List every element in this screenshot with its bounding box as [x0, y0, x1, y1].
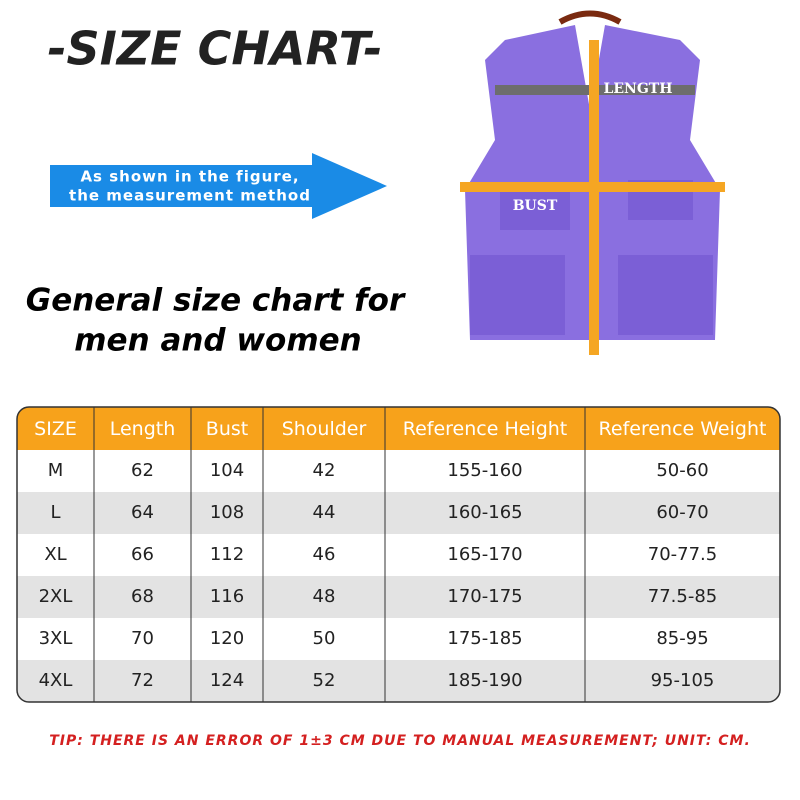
arrow: [50, 153, 387, 219]
size-table: SIZE Length Bust Shoulder Reference Height Re…: [16, 406, 781, 703]
table-cell: 165-170: [447, 544, 522, 565]
table-cell: 50-60: [656, 460, 708, 481]
header-bg: [17, 407, 780, 450]
column-header: Reference Weight: [599, 418, 767, 440]
table-cell: 95-105: [651, 670, 715, 691]
table-cell: 70: [131, 628, 154, 649]
table-cell: 170-175: [447, 586, 522, 607]
table-cell: 42: [313, 460, 336, 481]
table-cell: 70-77.5: [648, 544, 717, 565]
table-cell: 116: [210, 586, 244, 607]
row-bg: [17, 618, 780, 660]
table-cell: 52: [313, 670, 336, 691]
row-bg: [17, 660, 780, 702]
table-cell: M: [48, 460, 64, 481]
table-cell: 60-70: [656, 502, 708, 523]
length-label: LENGTH: [604, 81, 673, 97]
table-cell: 2XL: [39, 586, 73, 607]
table-cell: 46: [313, 544, 336, 565]
table-cell: 85-95: [656, 628, 708, 649]
table-cell: 66: [131, 544, 154, 565]
table-cell: 3XL: [39, 628, 73, 649]
table-cell: L: [50, 502, 60, 523]
table-cell: 124: [210, 670, 244, 691]
table-cell: 68: [131, 586, 154, 607]
arrow-text: the measurement method: [69, 187, 311, 205]
table-cell: 155-160: [447, 460, 522, 481]
table-cell: 185-190: [447, 670, 522, 691]
table-cell: 44: [313, 502, 336, 523]
table-cell: 175-185: [447, 628, 522, 649]
bust-label: BUST: [513, 198, 558, 214]
subtitle: General size chart for: [26, 283, 406, 319]
row-bg: [17, 492, 780, 534]
title: -SIZE CHART-: [47, 22, 382, 76]
table-cell: 112: [210, 544, 244, 565]
table-cell: 108: [210, 502, 244, 523]
arrow-text: As shown in the figure,: [80, 168, 299, 186]
subtitle: men and women: [74, 323, 362, 359]
column-header: SIZE: [34, 418, 77, 440]
row-bg: [17, 576, 780, 618]
table-cell: 160-165: [447, 502, 522, 523]
column-header: Length: [110, 418, 176, 440]
table-cell: 64: [131, 502, 154, 523]
table-cell: 50: [313, 628, 336, 649]
column-header: Reference Height: [403, 418, 568, 440]
row-bg: [17, 450, 780, 492]
table-border: [16, 406, 781, 703]
table-cell: 4XL: [39, 670, 73, 691]
table-body: [17, 407, 780, 702]
tip: TIP: THERE IS AN ERROR OF 1±3 CM DUE TO …: [49, 733, 751, 749]
vest-figure: LENGTH BUST: [460, 10, 725, 355]
table-cell: 62: [131, 460, 154, 481]
row-bg: [17, 534, 780, 576]
column-header: Shoulder: [282, 418, 367, 440]
table-cell: 48: [313, 586, 336, 607]
column-header: Bust: [206, 418, 248, 440]
table-cell: 72: [131, 670, 154, 691]
table-cell: 120: [210, 628, 244, 649]
table-cell: XL: [44, 544, 66, 565]
table-cell: 104: [210, 460, 244, 481]
table-cell: 77.5-85: [648, 586, 717, 607]
